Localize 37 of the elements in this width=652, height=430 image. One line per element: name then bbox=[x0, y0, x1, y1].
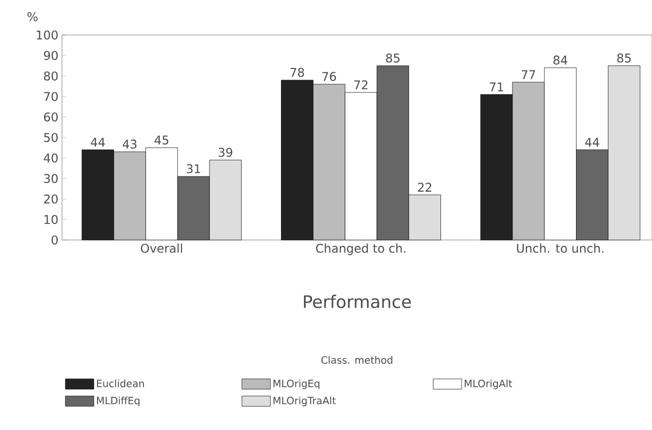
data-label: 43 bbox=[122, 140, 136, 149]
data-label: 22 bbox=[418, 182, 432, 192]
data-label: 78 bbox=[290, 68, 304, 77]
data-label: 76 bbox=[322, 72, 336, 81]
data-label: 85 bbox=[386, 53, 400, 63]
x-tick-label: Unch. to unch. bbox=[517, 244, 604, 253]
legend-label: MLOrigTraAlt bbox=[274, 396, 336, 406]
y-tick-label: 20 bbox=[44, 194, 58, 204]
y-tick-label: 100 bbox=[36, 30, 58, 40]
legend-label: MLOrigEq bbox=[274, 379, 320, 390]
y-tick-label: 60 bbox=[44, 112, 58, 122]
y-tick-label: 70 bbox=[44, 92, 58, 102]
x-tick-label: Overall bbox=[140, 244, 182, 253]
legend-label: Euclidean bbox=[97, 379, 144, 388]
data-label: 85 bbox=[617, 53, 631, 63]
legend-title: Class. method bbox=[321, 356, 392, 364]
data-label: 31 bbox=[186, 164, 200, 174]
x-tick-label: Changed to ch. bbox=[316, 244, 406, 256]
data-label: 77 bbox=[522, 70, 536, 79]
y-tick-label: 80 bbox=[44, 71, 58, 81]
data-label: 72 bbox=[354, 80, 368, 90]
x-axis-title: Performance bbox=[304, 294, 411, 308]
y-tick-label: 0 bbox=[52, 235, 58, 245]
y-tick-label: 50 bbox=[44, 132, 58, 142]
y-axis-title: % bbox=[27, 12, 38, 22]
y-tick-label: 10 bbox=[44, 214, 58, 224]
data-label: 45 bbox=[154, 136, 168, 145]
legend-label: MLDiffEq bbox=[97, 396, 140, 406]
data-label: 44 bbox=[90, 138, 105, 147]
y-tick-label: 90 bbox=[44, 50, 58, 60]
data-label: 71 bbox=[490, 82, 504, 92]
data-label: 84 bbox=[553, 56, 568, 65]
y-tick-label: 30 bbox=[44, 174, 58, 184]
data-label: 44 bbox=[585, 138, 600, 147]
legend-label: MLOrigAlt bbox=[464, 379, 512, 390]
data-label: 39 bbox=[218, 148, 232, 157]
y-tick-label: 40 bbox=[44, 153, 58, 163]
